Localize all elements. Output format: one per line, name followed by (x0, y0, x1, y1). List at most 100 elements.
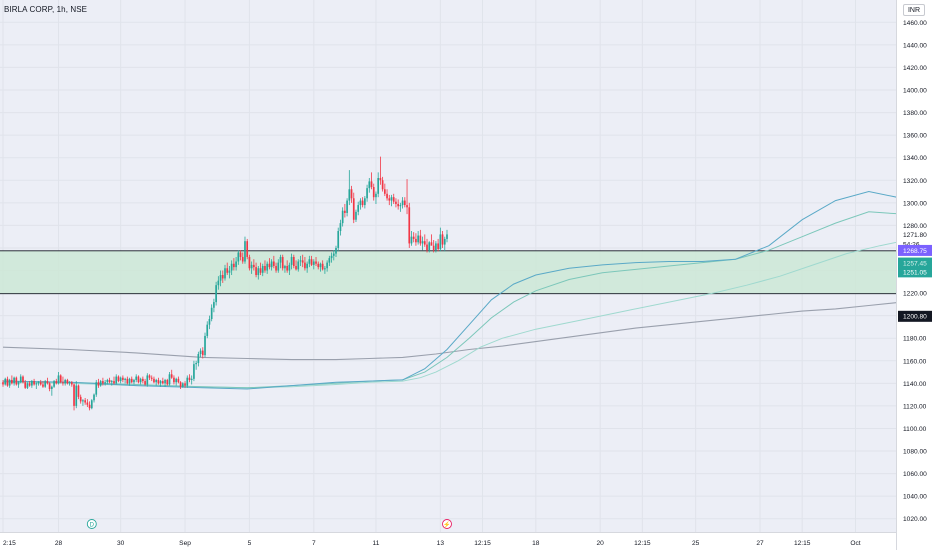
candle-body (195, 363, 197, 365)
price-chart[interactable]: D ⚡ (0, 0, 932, 532)
candle-body (210, 307, 213, 320)
candle (288, 262, 291, 276)
candle (364, 196, 366, 209)
candle-body (53, 381, 55, 387)
candle-body (8, 379, 11, 386)
candle (28, 381, 31, 387)
candle-body (235, 261, 237, 268)
candle-body (117, 376, 120, 382)
moving-average-line-3 (2, 211, 932, 389)
candle-body (377, 178, 380, 194)
price-label-bg (898, 266, 932, 278)
candle-body (224, 268, 226, 279)
time-tick-label: 2:15 (3, 540, 16, 547)
candle-body (201, 350, 204, 356)
candle (375, 191, 377, 204)
candle (139, 377, 142, 385)
candle (17, 381, 20, 388)
candle (346, 198, 348, 217)
candle-body (166, 379, 169, 385)
candle-body (290, 256, 293, 265)
candle-body (415, 238, 417, 243)
candle (295, 260, 297, 271)
price-tick-label: 1340.00 (903, 155, 927, 162)
candle (348, 170, 351, 206)
candle (439, 227, 442, 252)
candle (401, 197, 404, 209)
candle (64, 378, 67, 386)
candle (106, 378, 109, 385)
candle-body (133, 379, 135, 383)
price-label-bg (898, 257, 932, 269)
candle (108, 377, 111, 384)
candle (117, 375, 120, 383)
time-axis[interactable]: 2:15 28 30 Sep 5 7 11 13 12:15 18 20 12:15 25 27 12:15… (0, 532, 896, 550)
candle (79, 394, 82, 404)
time-tick-label: 30 (117, 540, 125, 547)
candle-body (230, 263, 233, 271)
candle (15, 376, 18, 386)
candle-body (135, 376, 138, 380)
candle-body (357, 205, 360, 212)
candle-body (386, 193, 388, 199)
candle (73, 383, 75, 411)
candle (286, 260, 289, 273)
candle-body (184, 383, 186, 386)
price-tick-label: 1440.00 (903, 42, 927, 49)
candle-body (259, 268, 262, 273)
candle (446, 229, 448, 243)
candle-body (104, 382, 106, 384)
dividend-icon[interactable]: D (86, 519, 97, 529)
candle (77, 384, 80, 400)
candle (37, 381, 40, 386)
time-tick-label: 7 (312, 540, 316, 547)
candle (268, 258, 271, 270)
candle-body (44, 381, 47, 387)
candle-body (437, 243, 439, 250)
candle-body (179, 382, 182, 387)
candle-body (361, 200, 364, 206)
candle (408, 202, 411, 248)
price-label-text: 1271.80 (903, 232, 927, 239)
candle-body (188, 377, 191, 380)
candle (35, 382, 38, 389)
candle-body (206, 324, 209, 336)
candle (2, 379, 4, 387)
time-tick-label: 13 (437, 540, 445, 547)
time-tick-label: Oct (850, 540, 860, 547)
candle (441, 231, 444, 248)
candle (168, 372, 171, 386)
candle (95, 379, 98, 397)
candle (4, 377, 7, 386)
candle (124, 377, 126, 384)
chart-plot-area[interactable]: D ⚡ (0, 0, 932, 532)
candle (22, 375, 24, 384)
candle-body (379, 178, 382, 181)
candle-body (122, 377, 124, 380)
candle-body (397, 203, 400, 207)
candle (368, 178, 371, 193)
candle-body (375, 193, 377, 198)
currency-label[interactable]: INR (903, 4, 925, 16)
time-tick-label: 25 (692, 540, 700, 547)
price-axis[interactable]: 1020.00 1040.00 1060.00 1080.00 1100.00 1120.… (896, 0, 932, 550)
candle-body (410, 236, 413, 244)
candle-body (190, 378, 193, 380)
candle-body (253, 264, 255, 268)
candle-body (4, 378, 7, 385)
price-tick-label: 1120.00 (903, 403, 927, 410)
candle (84, 398, 86, 405)
candle (272, 255, 275, 269)
candle (390, 194, 393, 207)
candle-body (317, 263, 320, 268)
candle-body (11, 379, 13, 384)
candle (383, 183, 386, 197)
candle (181, 382, 184, 388)
candle (161, 377, 164, 385)
candle-body (55, 381, 58, 384)
earnings-icon[interactable]: ⚡ (442, 519, 452, 529)
candle-body (348, 189, 351, 201)
candle (299, 255, 302, 266)
candle (437, 238, 439, 252)
candle-body (208, 319, 211, 325)
